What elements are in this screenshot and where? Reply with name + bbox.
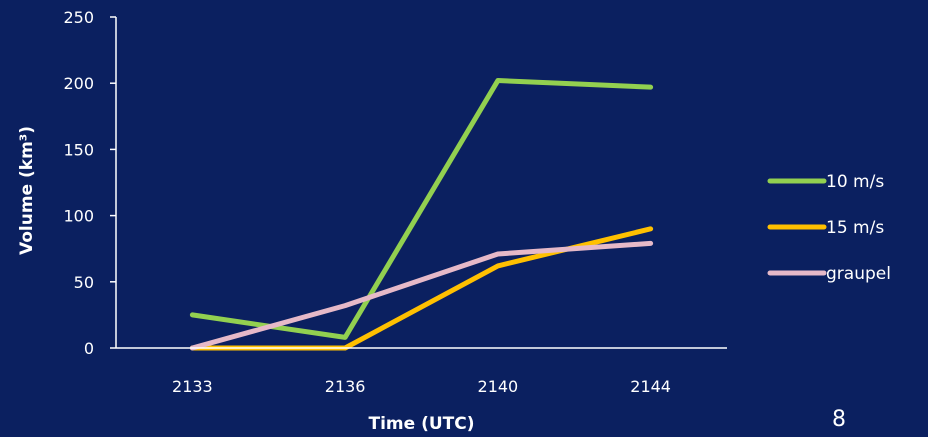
x-tick-label: 2144 xyxy=(630,377,671,396)
legend: 10 m/s 15 m/s graupel xyxy=(767,172,891,284)
y-tick-label: 0 xyxy=(84,339,94,358)
x-tick-label: 2140 xyxy=(478,377,519,396)
legend-label: 10 m/s xyxy=(826,172,884,192)
series-lines xyxy=(189,78,654,351)
y-tick-label: 150 xyxy=(63,140,94,159)
page-number: 8 xyxy=(832,407,846,432)
x-axis-title: Time (UTC) xyxy=(368,414,474,434)
y-tick-label: 200 xyxy=(63,74,94,93)
y-tick-label: 250 xyxy=(63,8,94,27)
x-axis-ticks: 2133 2136 2140 2144 xyxy=(172,377,671,396)
legend-label: graupel xyxy=(826,264,891,284)
y-tick-label: 50 xyxy=(74,273,94,292)
x-tick-label: 2136 xyxy=(325,377,366,396)
series-line-10-m-s xyxy=(189,78,654,340)
legend-label: 15 m/s xyxy=(826,218,884,238)
y-axis-ticks: 0 50 100 150 200 250 xyxy=(63,8,116,358)
x-tick-label: 2133 xyxy=(172,377,213,396)
y-axis-title: Volume (km³) xyxy=(17,126,37,255)
y-tick-label: 100 xyxy=(63,207,94,226)
series-line-graupel xyxy=(189,240,654,351)
